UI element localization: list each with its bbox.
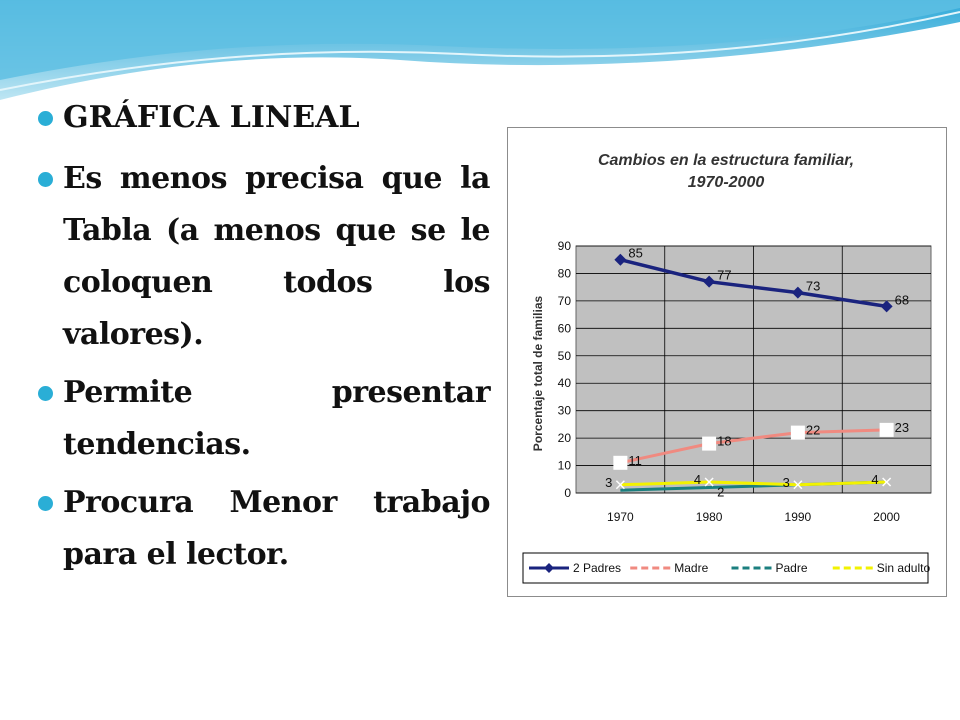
chart-title: Cambios en la estructura familiar, [598, 152, 854, 169]
data-point-marker [704, 477, 714, 487]
data-label: 85 [628, 246, 642, 261]
series-line-madre [620, 428, 887, 465]
legend-marker [544, 563, 554, 573]
data-point-marker [880, 300, 893, 313]
bullet-list: GRÁFICA LINEAL Es menos precisa que la T… [38, 98, 491, 587]
data-point-marker [793, 480, 803, 490]
data-label: 22 [806, 423, 820, 438]
y-tick-label: 20 [558, 431, 572, 445]
data-point-marker [791, 286, 804, 299]
y-tick-label: 10 [558, 459, 572, 473]
y-tick-label: 40 [558, 376, 572, 390]
data-label: 4 [871, 472, 878, 487]
y-tick-label: 70 [558, 294, 572, 308]
data-label: 3 [783, 475, 790, 490]
bullet-precision: Es menos precisa que la Tabla (a menos q… [38, 153, 491, 361]
y-axis-label: Porcentaje total de familias [531, 295, 545, 451]
data-point-marker [790, 425, 805, 440]
x-tick-label: 1970 [607, 510, 634, 524]
data-point-marker [614, 253, 627, 266]
header-wave-decoration [0, 0, 960, 106]
legend-label: Sin adulto [877, 561, 931, 575]
y-tick-label: 50 [558, 349, 572, 363]
data-label: 77 [717, 268, 731, 283]
x-tick-label: 1980 [696, 510, 723, 524]
y-tick-label: 90 [558, 239, 572, 253]
data-point-marker [882, 477, 892, 487]
y-tick-label: 0 [564, 486, 571, 500]
bullet-reader-effort: Procura Menor trabajo para el lector. [38, 477, 491, 581]
y-tick-label: 60 [558, 321, 572, 335]
data-point-marker [613, 455, 628, 470]
data-label: 73 [806, 279, 820, 294]
bullet-trends: Permite presentar tendencias. [38, 367, 491, 471]
legend-label: Madre [674, 561, 708, 575]
bullet-heading: GRÁFICA LINEAL [38, 98, 490, 138]
y-tick-label: 80 [558, 266, 572, 280]
legend-label: 2 Padres [573, 561, 621, 575]
data-label: 3 [605, 475, 612, 490]
series-line-2-padres [619, 258, 887, 309]
data-label: 23 [895, 420, 909, 435]
data-label: 2 [717, 485, 724, 500]
data-point-marker [702, 436, 717, 451]
chart-svg: Cambios en la estructura familiar, 1970-2… [522, 152, 932, 584]
chart-subtitle: 1970-2000 [688, 174, 765, 191]
data-point-marker [703, 275, 716, 288]
x-tick-label: 2000 [873, 510, 900, 524]
data-label: 18 [717, 434, 731, 449]
data-point-marker [879, 422, 894, 437]
data-label: 11 [628, 453, 642, 468]
data-label: 68 [895, 292, 909, 307]
line-chart: Cambios en la estructura familiar, 1970-2… [507, 127, 947, 597]
x-tick-label: 1990 [785, 510, 812, 524]
y-tick-label: 30 [558, 404, 572, 418]
data-label: 4 [694, 472, 701, 487]
legend-label: Padre [776, 561, 808, 575]
series-line-sin-adulto [620, 480, 887, 487]
data-point-marker [615, 480, 625, 490]
